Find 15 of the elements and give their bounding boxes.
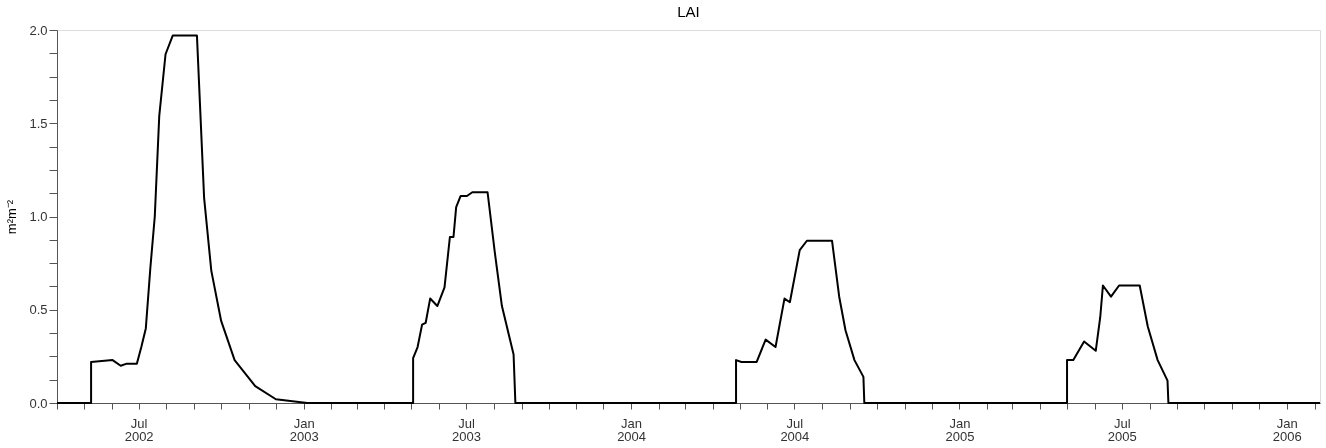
x-tick-label: Jan 2003 — [289, 415, 319, 444]
y-tick-label: 0.0 — [29, 395, 48, 411]
x-tick-label: Jul 2004 — [780, 415, 810, 444]
x-tick-label: Jul 2005 — [1107, 415, 1137, 444]
chart-title: LAI — [677, 3, 700, 20]
y-tick-label: 1.0 — [29, 209, 48, 224]
y-tick-label: 1.5 — [29, 115, 48, 131]
y-tick-label: 2.0 — [29, 22, 48, 38]
x-tick-label: Jan 2005 — [945, 415, 975, 444]
x-tick-label: Jan 2006 — [1272, 415, 1302, 444]
y-tick-label: 0.5 — [29, 302, 48, 318]
y-axis-title: m²m⁻² — [4, 199, 20, 235]
x-tick-label: Jul 2002 — [124, 415, 154, 444]
x-tick-label: Jul 2003 — [452, 415, 481, 444]
x-tick-label: Jan 2004 — [617, 415, 647, 444]
